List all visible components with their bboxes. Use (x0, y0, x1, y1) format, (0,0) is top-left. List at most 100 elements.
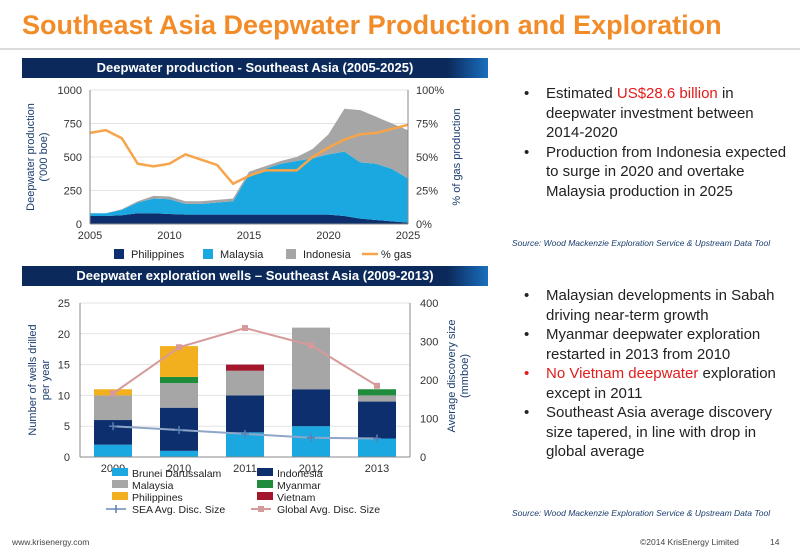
x-tick-label: 2010 (167, 463, 191, 475)
legend-swatch (112, 480, 128, 488)
legend-swatch (286, 249, 296, 259)
header-gradient-accent (448, 58, 488, 78)
y-tick-label: 1000 (58, 85, 82, 97)
y2-tick-label: 100 (420, 414, 438, 426)
legend-label: Global Avg. Disc. Size (277, 504, 380, 516)
legend-label: Indonesia (303, 249, 352, 261)
bar-malaysia (160, 383, 198, 408)
top-source-note: Source: Wood Mackenzie Exploration Servi… (512, 238, 771, 248)
legend-label: Philippines (131, 249, 185, 261)
y-tick-label: 15 (58, 360, 70, 372)
y2-axis-label: % of gas production (451, 108, 463, 205)
legend-label: Vietnam (277, 492, 316, 504)
production-chart-header: Deepwater production - Southeast Asia (2… (22, 58, 488, 78)
y2-tick-label: 100% (416, 85, 444, 97)
gas-share-line (89, 123, 409, 186)
bullet-myanmar: • Myanmar deepwater exploration restarte… (524, 326, 761, 363)
y-axis-label: Deepwater production (25, 103, 37, 211)
y-tick-label: 0 (64, 452, 70, 464)
y-tick-label: 5 (64, 421, 70, 433)
bar-vietnam (226, 364, 264, 371)
bar-malaysia (292, 327, 330, 390)
global-avg-point (176, 344, 182, 351)
global-avg-point (110, 390, 116, 397)
bullet-indonesia-production: • Production from Indonesia expected to … (524, 143, 787, 200)
bar-brunei-darussalam (358, 438, 396, 457)
legend-label: Malaysia (132, 480, 174, 492)
y2-axis-label: Average discovery size (446, 320, 458, 433)
y-tick-label: 10 (58, 390, 70, 402)
y2-tick-label: 400 (420, 298, 438, 310)
legend-label: Myanmar (277, 480, 321, 492)
bullet-malaysia-sabah: • Malaysian developments in Sabah drivin… (524, 287, 775, 324)
x-tick-label: 2025 (396, 230, 420, 242)
header-gradient-accent (448, 266, 488, 286)
y-tick-label: 0 (76, 219, 82, 231)
y-tick-label: 750 (64, 119, 82, 131)
bar-philippines (160, 346, 198, 377)
top-bullet-list: • Estimated US$28.6 billion in deepwater… (522, 84, 792, 201)
bullet-discovery-size: • Southeast Asia average discovery size … (524, 404, 772, 460)
x-tick-label: 2005 (78, 230, 102, 242)
website-footer: www.krisenergy.com (12, 537, 90, 547)
legend-swatch (114, 249, 124, 259)
global-avg-point (374, 382, 380, 389)
legend-label: Philippines (132, 492, 183, 504)
global-avg-point (242, 325, 248, 332)
y-tick-label: 250 (64, 186, 82, 198)
title-divider (0, 48, 800, 50)
bar-brunei-darussalam (160, 450, 198, 457)
area-malaysia (90, 151, 408, 223)
bar-indonesia (292, 389, 330, 427)
y2-tick-label: 200 (420, 375, 438, 387)
legend-swatch (112, 492, 128, 500)
y-tick-label: 20 (58, 329, 70, 341)
legend-label: Indonesia (277, 468, 323, 480)
wells-chart-title: Deepwater exploration wells – Southeast … (76, 268, 434, 283)
y-axis-label: Number of wells drilled (27, 324, 39, 435)
bar-myanmar (358, 389, 396, 396)
bar-indonesia (226, 395, 264, 433)
legend-swatch (257, 480, 273, 488)
page-number: 14 (770, 537, 780, 547)
legend-label: Malaysia (220, 249, 264, 261)
x-tick-label: 2013 (365, 463, 389, 475)
area-philippines (90, 213, 408, 224)
y2-tick-label: 0% (416, 219, 432, 231)
legend-swatch (257, 468, 273, 476)
legend-label: Brunei Darussalam (132, 468, 222, 480)
bar-brunei-darussalam (94, 444, 132, 457)
copyright-footer: ©2014 KrisEnergy Limited (640, 537, 739, 547)
y2-axis-label-unit: (mmboe) (459, 354, 471, 398)
y2-tick-label: 0 (420, 452, 426, 464)
x-tick-label: 2011 (233, 463, 257, 475)
legend-marker (258, 506, 264, 512)
investment-highlight: US$28.6 billion (616, 85, 718, 102)
legend-label: % gas (381, 249, 412, 261)
legend-label: SEA Avg. Disc. Size (132, 504, 225, 516)
y2-tick-label: 75% (416, 119, 438, 131)
page-title: Southeast Asia Deepwater Production and … (22, 10, 722, 40)
y-tick-label: 500 (64, 152, 82, 164)
bar-malaysia (226, 370, 264, 396)
bullet-investment: • Estimated US$28.6 billion in deepwater… (524, 85, 754, 141)
x-tick-label: 2020 (316, 230, 340, 242)
y2-tick-label: 50% (416, 152, 438, 164)
bar-indonesia (358, 401, 396, 439)
y-axis-label-line2: per year (40, 359, 52, 400)
production-chart-title: Deepwater production - Southeast Asia (2… (96, 60, 414, 75)
global-avg-point (308, 342, 314, 349)
bullet-vietnam: • No Vietnam deepwater exploration excep… (524, 365, 776, 402)
area-indonesia (90, 108, 408, 214)
y-tick-label: 25 (58, 298, 70, 310)
legend-swatch (257, 492, 273, 500)
bar-malaysia (94, 395, 132, 421)
y-axis-label-unit: ('000 boe) (38, 132, 50, 181)
legend-swatch (203, 249, 213, 259)
wells-chart-header: Deepwater exploration wells – Southeast … (22, 266, 488, 286)
y2-tick-label: 25% (416, 186, 438, 198)
x-tick-label: 2010 (157, 230, 181, 242)
x-tick-label: 2012 (299, 463, 323, 475)
bar-myanmar (160, 376, 198, 384)
